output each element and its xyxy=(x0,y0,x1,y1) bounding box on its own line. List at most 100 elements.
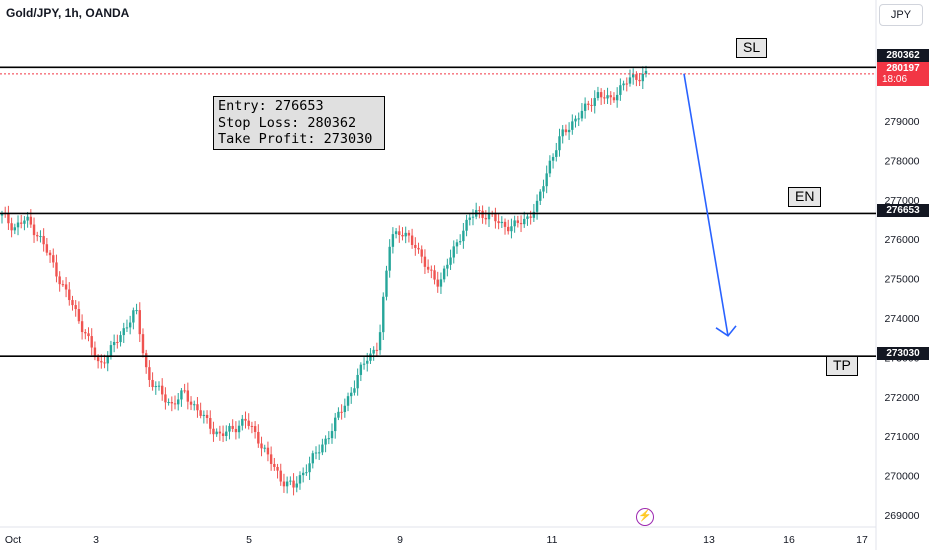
forecast-arrow-shaft xyxy=(683,73,729,336)
candle-body xyxy=(622,83,625,86)
candle-body xyxy=(260,443,263,449)
candle-body xyxy=(87,333,90,337)
candle-body xyxy=(186,390,190,402)
take-profit-text: Take Profit: 273030 xyxy=(218,131,373,147)
candle-body xyxy=(138,310,141,335)
candle-body xyxy=(13,227,17,231)
candle-body xyxy=(603,97,606,99)
y-tick-label: 269000 xyxy=(884,510,919,522)
candle-body xyxy=(164,394,167,403)
entry-text: Entry: 276653 xyxy=(218,98,324,114)
y-tick-label: 277000 xyxy=(884,195,919,207)
candle-body xyxy=(535,200,539,212)
symbol-title: Gold/JPY, 1h, OANDA xyxy=(6,6,130,20)
trade-info-box[interactable]: Entry: 276653 Stop Loss: 280362 Take Pro… xyxy=(213,96,385,150)
candle-body xyxy=(48,252,52,256)
candle-body xyxy=(298,475,302,484)
candle-body xyxy=(564,129,568,133)
candle-body xyxy=(337,411,340,418)
candle-body xyxy=(593,98,596,106)
candle-body xyxy=(263,447,266,449)
candle-body xyxy=(157,385,161,387)
candle-body xyxy=(269,454,273,464)
forecast-arrow[interactable] xyxy=(683,73,737,337)
candle-body xyxy=(321,444,324,453)
candle-body xyxy=(125,327,129,329)
y-axis-ticks: 2690002700002710002720002730002740002750… xyxy=(884,77,919,522)
candle-body xyxy=(487,213,491,220)
candle-body xyxy=(510,226,513,232)
candle-body xyxy=(250,425,254,427)
y-tick-label: 279000 xyxy=(884,116,919,128)
candle-body xyxy=(276,466,279,471)
candle-body xyxy=(119,335,122,343)
candle-body xyxy=(484,217,488,220)
lightning-icon[interactable]: ⚡ xyxy=(636,508,654,526)
candle-body xyxy=(590,104,593,106)
candle-body xyxy=(375,349,379,351)
tp-label[interactable]: TP xyxy=(826,356,858,376)
candle-body xyxy=(221,433,225,437)
candle-body xyxy=(430,269,433,271)
candle-body xyxy=(218,431,222,434)
candle-body xyxy=(423,256,427,267)
candle-body xyxy=(635,74,638,80)
candle-body xyxy=(177,399,180,405)
candle-body xyxy=(23,220,26,224)
candle-body xyxy=(433,270,436,280)
candle-body xyxy=(225,431,228,437)
candle-body xyxy=(394,231,398,235)
candle-body xyxy=(100,361,103,363)
candle-body xyxy=(68,289,71,301)
candle-body xyxy=(132,310,135,323)
candle-body xyxy=(334,417,337,432)
sl-label[interactable]: SL xyxy=(736,38,768,58)
x-tick-label: 9 xyxy=(397,534,403,546)
candle-body xyxy=(340,411,343,413)
forecast-arrow-head xyxy=(715,325,737,337)
candle-body xyxy=(398,231,401,235)
candle-body xyxy=(20,222,23,224)
candle-body xyxy=(144,353,148,368)
candle-body xyxy=(42,236,45,245)
candle-body xyxy=(292,480,295,488)
current-price-tag: 280197 xyxy=(877,62,929,75)
candle-body xyxy=(612,97,616,101)
candle-body xyxy=(80,321,84,333)
x-tick-label: 13 xyxy=(703,534,715,546)
candle-body xyxy=(61,284,65,286)
candle-body xyxy=(548,160,552,174)
candle-body xyxy=(407,232,411,236)
candle-body xyxy=(26,216,29,221)
candle-body xyxy=(385,270,388,297)
y-tick-label: 274000 xyxy=(884,313,919,325)
candle-body xyxy=(442,268,446,280)
candle-body xyxy=(439,279,443,287)
candle-body xyxy=(237,425,241,433)
candles xyxy=(0,65,648,496)
candle-body xyxy=(122,328,125,336)
candle-body xyxy=(55,262,58,277)
candle-body xyxy=(148,367,151,380)
candle-body xyxy=(631,74,635,78)
candle-body xyxy=(532,211,536,218)
candle-body xyxy=(494,214,497,222)
currency-button[interactable]: JPY xyxy=(879,4,923,26)
candle-body xyxy=(625,83,628,85)
candle-body xyxy=(189,401,193,405)
candle-body xyxy=(388,246,391,271)
candle-body xyxy=(282,481,286,487)
en-label[interactable]: EN xyxy=(788,187,822,207)
candle-body xyxy=(513,220,516,227)
candle-body xyxy=(103,362,106,364)
candle-body xyxy=(567,129,571,133)
y-tick-label: 271000 xyxy=(884,431,919,443)
candle-body xyxy=(52,255,55,263)
candle-body xyxy=(609,95,612,98)
candle-body xyxy=(471,216,475,218)
x-tick-label: 3 xyxy=(93,534,99,546)
sl-price-tag: 280362 xyxy=(877,49,929,62)
y-tick-label: 276000 xyxy=(884,234,919,246)
candle-body xyxy=(503,221,507,227)
